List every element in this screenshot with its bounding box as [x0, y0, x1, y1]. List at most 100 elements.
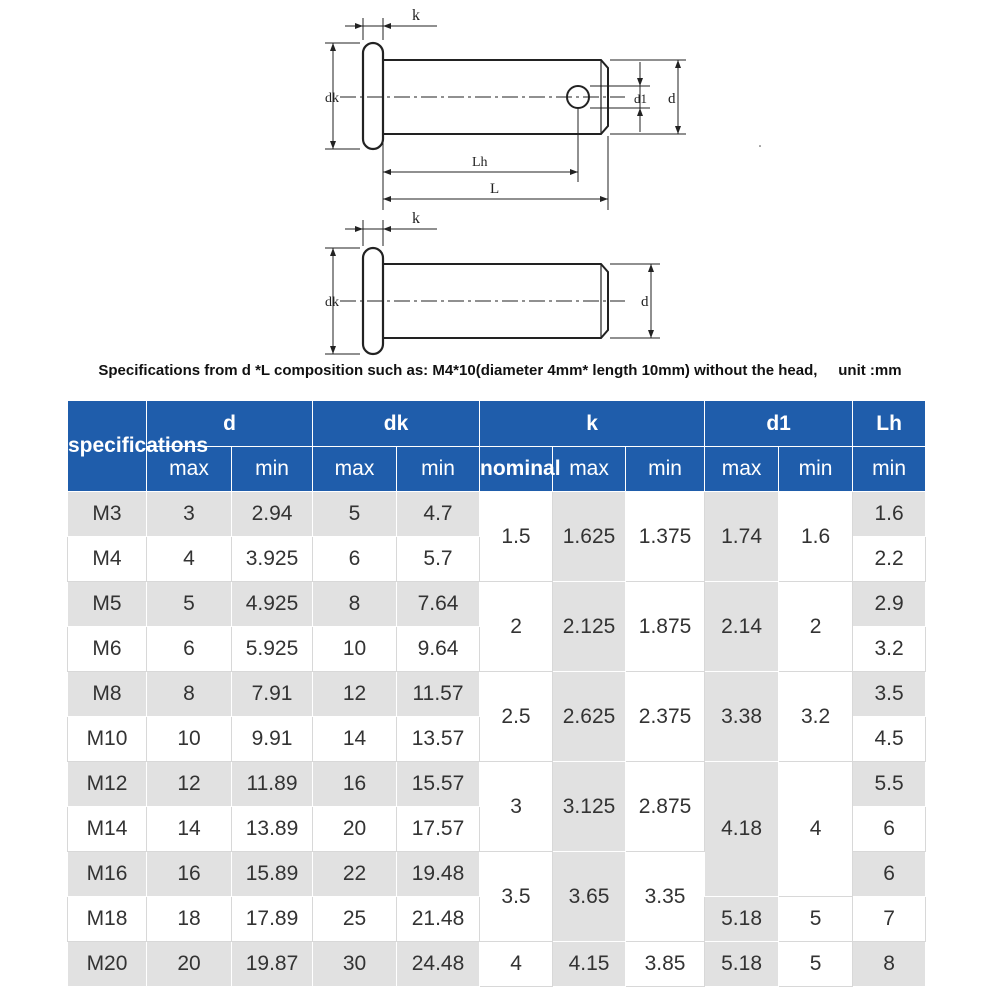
cell-dk-max: 16 — [312, 761, 398, 807]
label-k-top: k — [412, 7, 420, 24]
cell-d1-min: 5 — [778, 941, 854, 987]
cell-dk-max: 22 — [312, 851, 398, 897]
cell-k-max: 3.65 — [552, 851, 627, 942]
subheader-k-min: min — [625, 446, 706, 492]
table-row: M4 4 3.925 6 5.7 2.2 — [67, 536, 927, 582]
cell-d-max: 10 — [146, 716, 232, 762]
cell-dk-max: 12 — [312, 671, 398, 717]
subheader-d1-max: max — [704, 446, 780, 492]
cell-dk-min: 19.48 — [396, 851, 481, 897]
cell-k-nominal: 3.5 — [479, 851, 554, 942]
cell-spec: M10 — [67, 716, 147, 762]
cell-d-min: 19.87 — [230, 941, 314, 987]
cell-d-max: 14 — [146, 806, 232, 852]
subheader-d1-min: min — [778, 446, 854, 492]
header-d: d — [145, 400, 314, 447]
cell-spec: M14 — [67, 806, 147, 852]
cell-spec: M18 — [67, 896, 147, 942]
cell-d-max: 8 — [146, 671, 232, 717]
cell-dk-max: 8 — [312, 581, 398, 627]
cell-k-nominal: 4 — [479, 941, 554, 987]
label-d-bottom: d — [641, 294, 649, 310]
cell-dk-min: 13.57 — [396, 716, 481, 762]
cell-d1-max: 4.18 — [704, 761, 780, 897]
cell-spec: M8 — [67, 671, 147, 717]
table-row: M18 18 17.89 25 21.48 5.18 5 7 — [67, 896, 927, 942]
header-k: k — [479, 400, 706, 447]
cell-k-nominal: 3 — [479, 761, 554, 852]
cell-d-min: 7.91 — [230, 671, 314, 717]
subheader-d-max: max — [146, 446, 232, 492]
cell-d-min: 15.89 — [230, 851, 314, 897]
cell-d-min: 3.925 — [230, 536, 314, 582]
cell-dk-max: 5 — [312, 491, 398, 537]
cell-d1-min: 1.6 — [778, 491, 854, 582]
cell-d-min: 11.89 — [230, 761, 314, 807]
cell-k-nominal: 1.5 — [479, 491, 554, 582]
cell-dk-min: 21.48 — [396, 896, 481, 942]
cell-d-max: 5 — [146, 581, 232, 627]
cell-k-max: 2.125 — [552, 581, 627, 672]
label-lh: Lh — [472, 155, 488, 170]
cell-k-nominal: 2 — [479, 581, 554, 672]
cell-lh-min: 2.2 — [852, 536, 927, 582]
header-specifications: specifications — [67, 400, 208, 492]
cell-spec: M20 — [67, 941, 147, 987]
label-l: L — [490, 181, 499, 197]
subheader-lh-min: min — [852, 446, 927, 492]
arrowheads-top — [330, 23, 681, 202]
cell-k-min: 3.35 — [625, 851, 706, 942]
cell-k-min: 3.85 — [625, 941, 706, 987]
cell-k-min: 2.875 — [625, 761, 706, 852]
cell-d1-max: 3.38 — [704, 671, 780, 762]
label-k-bottom: k — [412, 210, 420, 227]
subheader-dk-min: min — [396, 446, 481, 492]
plain-pin-view — [325, 220, 660, 356]
cell-d-min: 4.925 — [230, 581, 314, 627]
cell-dk-max: 6 — [312, 536, 398, 582]
cell-k-max: 4.15 — [552, 941, 627, 987]
cell-dk-min: 11.57 — [396, 671, 481, 717]
cell-d1-min: 2 — [778, 581, 854, 672]
subheader-dk-max: max — [312, 446, 398, 492]
pin-technical-drawing: k dk d1 d Lh L k dk d — [325, 7, 761, 356]
cell-dk-max: 25 — [312, 896, 398, 942]
cell-d-max: 4 — [146, 536, 232, 582]
cell-spec: M5 — [67, 581, 147, 627]
cell-k-max: 2.625 — [552, 671, 627, 762]
cell-dk-min: 17.57 — [396, 806, 481, 852]
cell-dk-max: 14 — [312, 716, 398, 762]
subheader-d-min: min — [230, 446, 314, 492]
table-row: M6 6 5.925 10 9.64 3.2 — [67, 626, 927, 672]
table-row: M3 3 2.94 5 4.7 1.5 1.625 1.375 1.74 1.6… — [67, 491, 927, 582]
cell-lh-min: 2.9 — [852, 581, 927, 627]
cell-dk-max: 10 — [312, 626, 398, 672]
cell-spec: M4 — [67, 536, 147, 582]
cell-k-max: 1.625 — [552, 491, 627, 582]
table-row: M5 5 4.925 8 7.64 2 2.125 1.875 2.14 2 2… — [67, 581, 927, 672]
cell-spec: M6 — [67, 626, 147, 672]
subheader-k-nominal: nominal — [479, 446, 561, 492]
table-row: M16 16 15.89 22 19.48 3.5 3.65 3.35 6 — [67, 851, 927, 942]
cell-k-min: 2.375 — [625, 671, 706, 762]
cell-d-min: 5.925 — [230, 626, 314, 672]
cell-d1-max: 1.74 — [704, 491, 780, 582]
cell-d-max: 16 — [146, 851, 232, 897]
cell-lh-min: 8 — [852, 941, 927, 987]
cell-lh-min: 4.5 — [852, 716, 927, 762]
cell-lh-min: 3.2 — [852, 626, 927, 672]
cell-lh-min: 7 — [852, 896, 927, 942]
cell-d1-max: 5.18 — [704, 896, 780, 942]
cell-d-max: 20 — [146, 941, 232, 987]
cell-dk-min: 9.64 — [396, 626, 481, 672]
cell-lh-min: 3.5 — [852, 671, 927, 717]
specification-caption: Specifications from d *L composition suc… — [98, 362, 902, 379]
cell-k-min: 1.375 — [625, 491, 706, 582]
cell-dk-min: 15.57 — [396, 761, 481, 807]
pin-with-hole-view — [325, 18, 686, 210]
cell-spec: M3 — [67, 491, 147, 537]
cell-lh-min: 6 — [852, 851, 927, 897]
cell-d-min: 17.89 — [230, 896, 314, 942]
cell-lh-min: 6 — [852, 806, 927, 852]
cell-d-min: 9.91 — [230, 716, 314, 762]
